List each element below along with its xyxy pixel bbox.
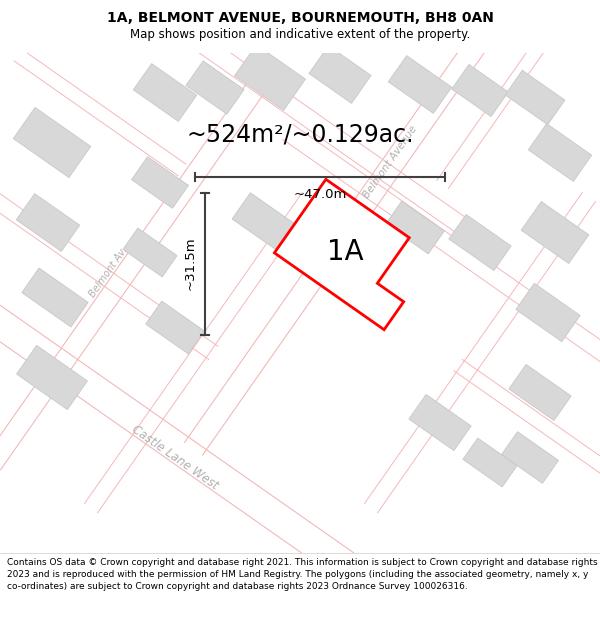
Text: ~47.0m: ~47.0m [293,189,347,201]
Text: ~31.5m: ~31.5m [184,237,197,290]
Polygon shape [232,192,298,253]
Polygon shape [309,46,371,103]
Polygon shape [13,107,91,177]
Text: Map shows position and indicative extent of the property.: Map shows position and indicative extent… [130,28,470,41]
Polygon shape [274,179,409,329]
Text: 1A: 1A [326,239,364,266]
Text: 1A, BELMONT AVENUE, BOURNEMOUTH, BH8 0AN: 1A, BELMONT AVENUE, BOURNEMOUTH, BH8 0AN [107,11,493,26]
Polygon shape [516,283,580,342]
Polygon shape [528,124,592,181]
Polygon shape [17,346,88,409]
Polygon shape [502,432,559,483]
Polygon shape [505,70,565,125]
Polygon shape [235,45,305,110]
Polygon shape [146,301,205,354]
Polygon shape [314,189,376,246]
Text: Belmont Av.: Belmont Av. [87,246,129,299]
Polygon shape [509,364,571,421]
Polygon shape [386,201,445,254]
Polygon shape [452,64,508,116]
Polygon shape [16,194,80,251]
Polygon shape [463,438,517,487]
Polygon shape [521,201,589,264]
Text: ~524m²/~0.129ac.: ~524m²/~0.129ac. [186,122,414,146]
Polygon shape [133,64,197,121]
Polygon shape [449,214,511,271]
Polygon shape [123,228,177,277]
Text: Contains OS data © Crown copyright and database right 2021. This information is : Contains OS data © Crown copyright and d… [7,558,598,591]
Polygon shape [388,56,452,113]
Text: Castle Lane West: Castle Lane West [130,423,221,492]
Polygon shape [186,61,244,114]
Polygon shape [131,157,188,208]
Polygon shape [22,268,88,327]
Text: Belmont Avenue: Belmont Avenue [361,124,419,201]
Polygon shape [409,394,471,451]
